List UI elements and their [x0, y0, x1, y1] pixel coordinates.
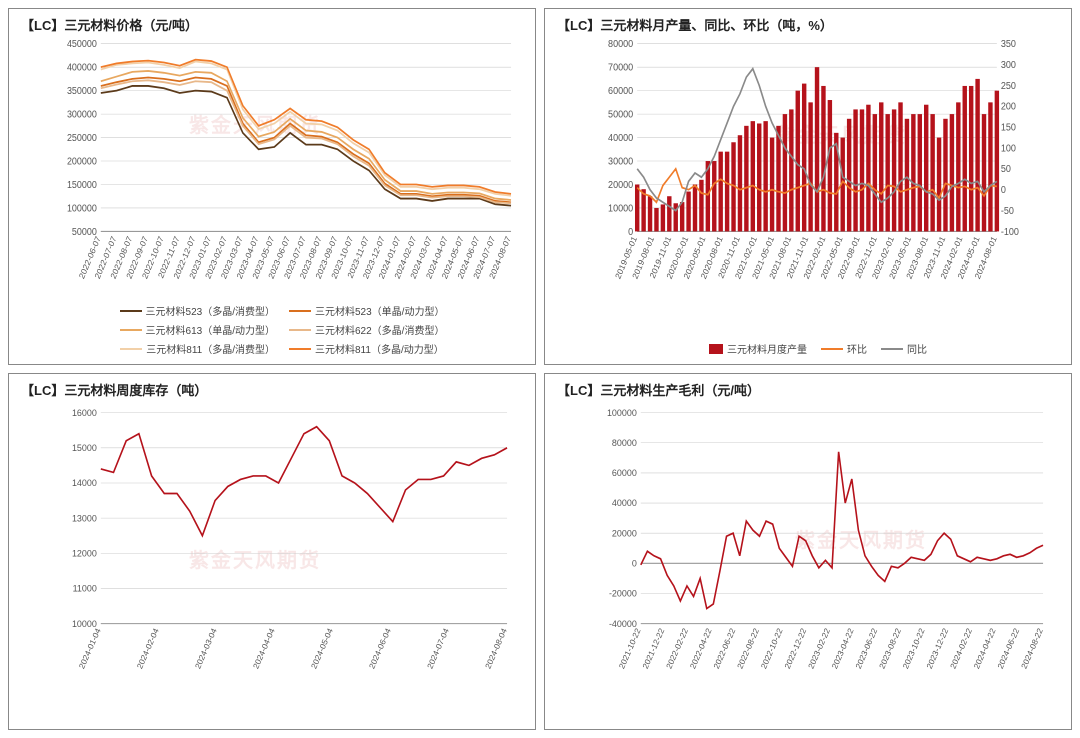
svg-text:100: 100 [1001, 143, 1016, 155]
svg-text:100000: 100000 [67, 203, 97, 215]
svg-text:250: 250 [1001, 80, 1016, 92]
svg-text:2022-04-22: 2022-04-22 [688, 627, 713, 671]
panel-margin: 【LC】三元材料生产毛利（元/吨） 紫金天风期货 -40000-20000020… [544, 373, 1072, 730]
svg-text:20000: 20000 [608, 179, 633, 191]
dashboard: 【LC】三元材料价格（元/吨） 紫金天风期货 50000100000150000… [0, 0, 1080, 738]
panel-margin-title: 【LC】三元材料生产毛利（元/吨） [545, 374, 1071, 399]
panel-production-title: 【LC】三元材料月产量、同比、环比（吨，%） [545, 9, 1071, 34]
svg-text:2024-08-22: 2024-08-22 [1020, 627, 1045, 671]
svg-text:2024-05-04: 2024-05-04 [310, 627, 335, 671]
svg-text:2021-12-22: 2021-12-22 [641, 627, 666, 671]
svg-text:2024-01-04: 2024-01-04 [78, 627, 103, 671]
svg-text:2023-12-22: 2023-12-22 [925, 627, 950, 671]
svg-text:-50: -50 [1001, 206, 1014, 218]
svg-text:10000: 10000 [608, 203, 633, 215]
legend-item: 环比 [821, 341, 867, 356]
svg-text:250000: 250000 [67, 132, 97, 144]
svg-text:450000: 450000 [67, 39, 97, 51]
svg-text:2022-02-22: 2022-02-22 [665, 627, 690, 671]
svg-text:100000: 100000 [607, 408, 637, 418]
svg-text:2023-10-22: 2023-10-22 [901, 627, 926, 671]
svg-text:2022-12-22: 2022-12-22 [783, 627, 808, 671]
svg-text:60000: 60000 [608, 86, 633, 98]
panel-inventory: 【LC】三元材料周度库存（吨） 紫金天风期货 10000110001200013… [8, 373, 536, 730]
svg-text:80000: 80000 [608, 39, 633, 51]
svg-text:2021-10-22: 2021-10-22 [617, 627, 642, 671]
svg-text:0: 0 [632, 558, 637, 568]
svg-text:30000: 30000 [608, 156, 633, 168]
chart-inventory: 10000 11000 12000 13000 14000 15000 16000 2024-… [59, 402, 517, 679]
svg-text:2024-07-04: 2024-07-04 [426, 627, 451, 671]
svg-text:2024-04-22: 2024-04-22 [972, 627, 997, 671]
svg-text:-100: -100 [1001, 226, 1019, 238]
svg-text:2023-02-22: 2023-02-22 [807, 627, 832, 671]
chart-price: 5000010000015000020000025000030000035000… [59, 37, 517, 294]
svg-text:80000: 80000 [612, 438, 637, 448]
svg-text:50000: 50000 [608, 109, 633, 121]
legend-production: 三元材料月度产量环比同比 [585, 341, 1051, 356]
legend-item: 三元材料523（单晶/动力型） [289, 303, 444, 318]
panel-price: 【LC】三元材料价格（元/吨） 紫金天风期货 50000100000150000… [8, 8, 536, 365]
legend-item: 三元材料811（多晶/消费型） [120, 341, 275, 356]
legend-item: 三元材料613（单晶/动力型） [120, 322, 275, 337]
svg-text:15000: 15000 [72, 443, 97, 453]
svg-text:16000: 16000 [72, 408, 97, 418]
svg-text:20000: 20000 [612, 528, 637, 538]
svg-text:2024-02-04: 2024-02-04 [136, 627, 161, 671]
svg-text:2022-06-22: 2022-06-22 [712, 627, 737, 671]
svg-text:150: 150 [1001, 122, 1016, 134]
svg-text:10000: 10000 [72, 619, 97, 629]
svg-text:2023-08-22: 2023-08-22 [878, 627, 903, 671]
svg-text:13000: 13000 [72, 513, 97, 523]
svg-text:300000: 300000 [67, 109, 97, 121]
legend-item: 三元材料月度产量 [709, 341, 807, 356]
svg-text:12000: 12000 [72, 548, 97, 558]
svg-text:60000: 60000 [612, 468, 637, 478]
svg-text:150000: 150000 [67, 179, 97, 191]
panel-price-title: 【LC】三元材料价格（元/吨） [9, 9, 535, 34]
svg-text:-40000: -40000 [609, 619, 637, 629]
svg-text:2024-08-04: 2024-08-04 [484, 627, 509, 671]
svg-text:50: 50 [1001, 164, 1011, 176]
svg-text:14000: 14000 [72, 478, 97, 488]
svg-text:300: 300 [1001, 60, 1016, 72]
svg-text:350000: 350000 [67, 86, 97, 98]
svg-text:2023-06-22: 2023-06-22 [854, 627, 879, 671]
svg-text:200: 200 [1001, 101, 1016, 113]
legend-item: 三元材料622（多晶/消费型） [289, 322, 444, 337]
svg-text:400000: 400000 [67, 62, 97, 74]
panel-inventory-title: 【LC】三元材料周度库存（吨） [9, 374, 535, 399]
svg-text:2024-03-04: 2024-03-04 [194, 627, 219, 671]
svg-text:40000: 40000 [608, 133, 633, 145]
svg-text:-20000: -20000 [609, 588, 637, 598]
legend-item: 三元材料523（多晶/消费型） [120, 303, 275, 318]
svg-text:200000: 200000 [67, 156, 97, 168]
svg-text:40000: 40000 [612, 498, 637, 508]
svg-text:2024-02-22: 2024-02-22 [949, 627, 974, 671]
svg-text:2023-04-22: 2023-04-22 [830, 627, 855, 671]
panel-production: 【LC】三元材料月产量、同比、环比（吨，%） 紫金天风期货 0100002000… [544, 8, 1072, 365]
svg-text:11000: 11000 [73, 583, 97, 593]
svg-text:350: 350 [1001, 39, 1016, 51]
chart-production: 0 10000 20000 30000 40000 50000 60000 70000 8000… [595, 37, 1027, 294]
legend-item: 同比 [881, 341, 927, 356]
svg-text:2024-06-22: 2024-06-22 [996, 627, 1021, 671]
svg-text:2022-10-22: 2022-10-22 [759, 627, 784, 671]
svg-text:0: 0 [1001, 185, 1006, 197]
svg-text:2024-04-04: 2024-04-04 [252, 627, 277, 671]
svg-text:70000: 70000 [608, 62, 633, 74]
svg-text:2022-08-22: 2022-08-22 [736, 627, 761, 671]
legend-price: 三元材料523（多晶/消费型） 三元材料523（单晶/动力型） 三元材料613（单晶… [49, 303, 515, 356]
chart-margin: -40000 -20000 0 20000 40000 60000 80000 100000 2… [595, 402, 1053, 679]
legend-item: 三元材料811（多晶/动力型） [289, 341, 444, 356]
svg-text:2024-06-04: 2024-06-04 [368, 627, 393, 671]
